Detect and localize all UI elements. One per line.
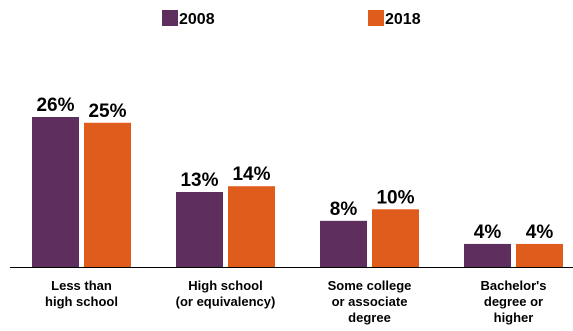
bar-2008-0 — [32, 117, 79, 267]
value-labels: 26% 25% 13% 14% 8% 10% 4% 4% — [36, 95, 553, 243]
data-label-2008-2: 8% — [330, 199, 358, 220]
legend: 2008 2018 — [162, 10, 421, 28]
category-label-2-line-2: degree — [348, 310, 391, 325]
category-label-0-line-1: high school — [45, 294, 118, 309]
data-label-2008-3: 4% — [474, 222, 502, 243]
category-label-2-line-1: or associate — [332, 294, 408, 309]
category-label-3-line-1: degree or — [484, 294, 543, 309]
legend-label-2008: 2008 — [179, 11, 215, 28]
bar-2018-3 — [516, 243, 563, 267]
bars — [32, 117, 563, 268]
data-label-2018-0: 25% — [88, 101, 126, 122]
legend-swatch-2018 — [368, 10, 384, 26]
category-label-1-line-1: (or equivalency) — [176, 294, 276, 309]
bar-2008-2 — [320, 220, 367, 267]
data-label-2018-3: 4% — [526, 222, 554, 243]
data-label-2008-1: 13% — [180, 170, 218, 191]
category-label-1-line-0: High school — [188, 278, 262, 293]
bar-2008-3 — [464, 243, 511, 267]
legend-swatch-2008 — [162, 10, 178, 26]
data-label-2018-2: 10% — [376, 187, 414, 208]
data-label-2008-0: 26% — [36, 95, 74, 116]
legend-label-2018: 2018 — [385, 11, 421, 28]
bar-2018-1 — [228, 186, 275, 267]
category-label-2-line-0: Some college — [328, 278, 412, 293]
category-label-0-line-0: Less than — [51, 278, 112, 293]
bar-2018-2 — [372, 209, 419, 267]
bar-2008-1 — [176, 192, 223, 267]
data-label-2018-1: 14% — [232, 164, 270, 185]
bar-2018-0 — [84, 122, 131, 268]
category-label-3-line-0: Bachelor's — [481, 278, 547, 293]
category-label-3-line-2: higher — [494, 310, 534, 325]
